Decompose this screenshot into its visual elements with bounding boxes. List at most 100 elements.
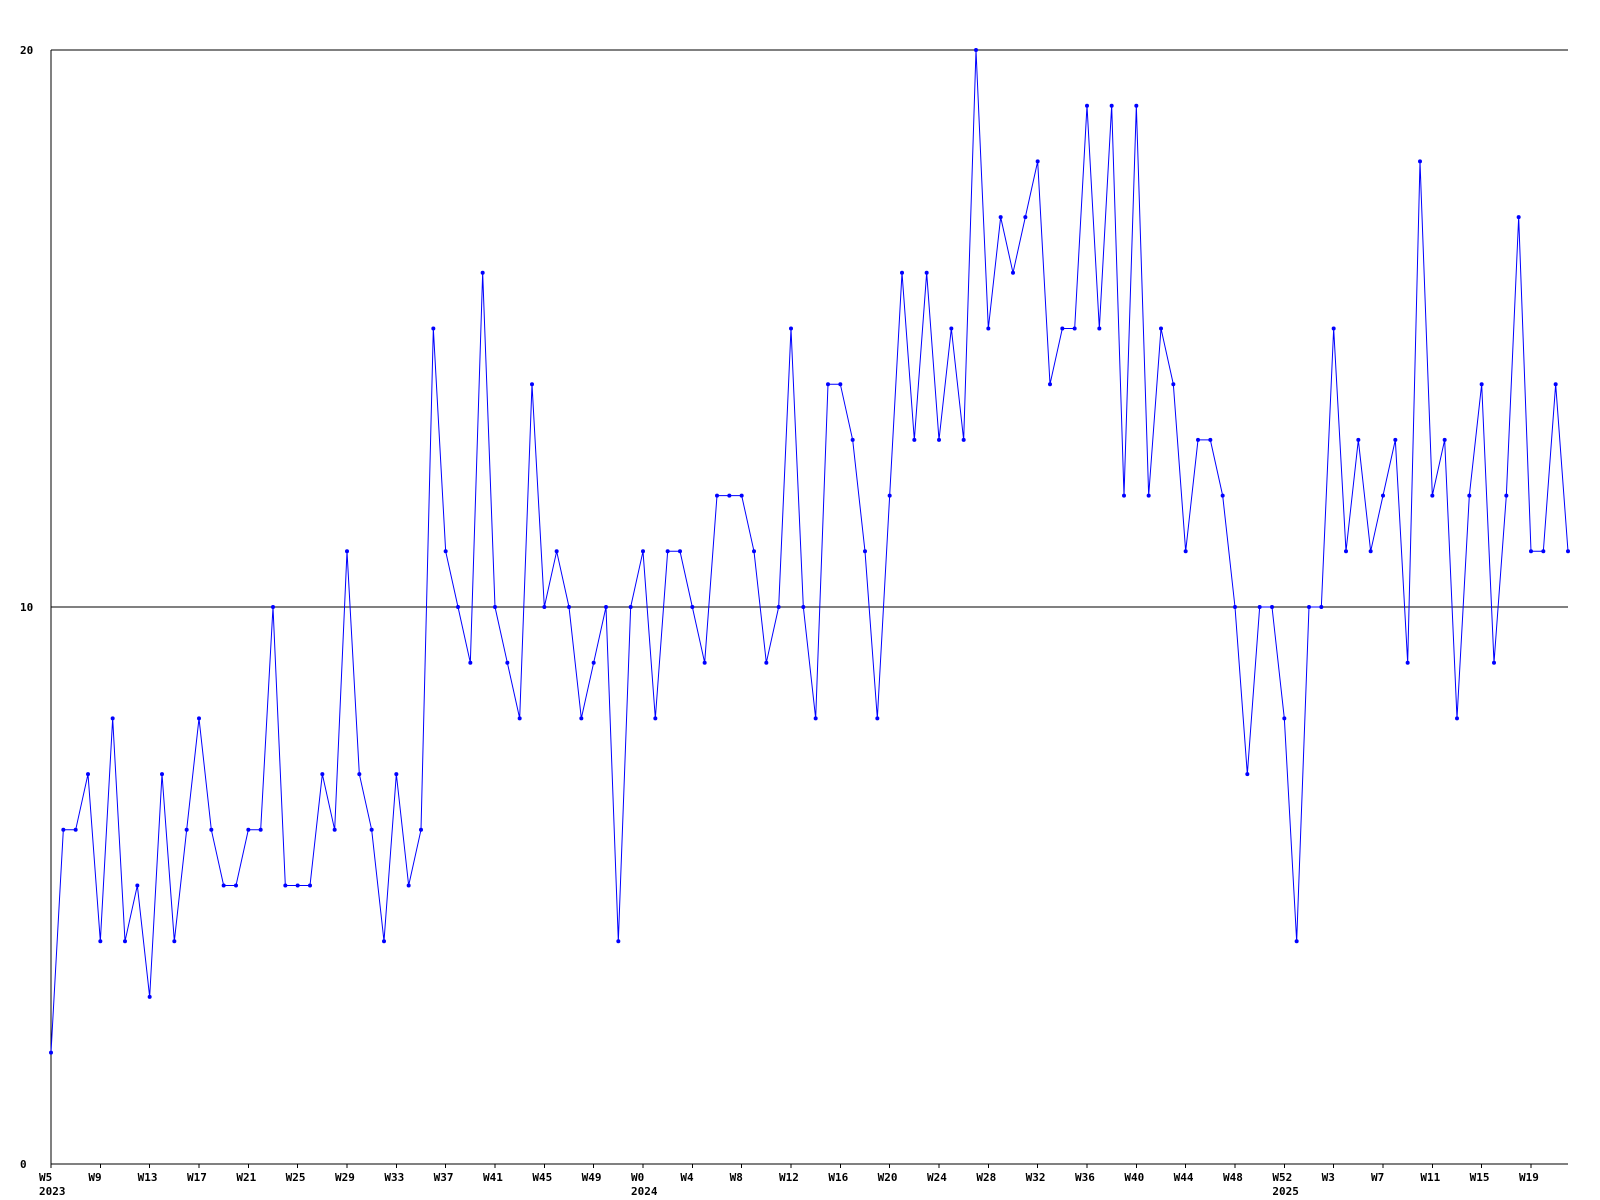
- data-point: [628, 605, 633, 609]
- data-point: [1492, 660, 1496, 665]
- data-point: [1171, 382, 1176, 387]
- x-tick-label: W12: [779, 1171, 799, 1184]
- data-point: [1134, 103, 1139, 108]
- data-point: [184, 827, 189, 832]
- data-point: [86, 772, 90, 777]
- data-point: [1085, 103, 1089, 108]
- data-point: [320, 772, 325, 777]
- data-point: [678, 549, 682, 554]
- data-point: [616, 939, 621, 944]
- data-point: [924, 270, 929, 275]
- data-point: [1356, 437, 1361, 442]
- data-point: [1405, 660, 1410, 665]
- data-point: [517, 716, 522, 721]
- y-tick-label: 10: [20, 601, 33, 614]
- data-point: [986, 326, 991, 331]
- data-point: [209, 827, 214, 832]
- x-tick-label: W40: [1124, 1171, 1144, 1184]
- data-point: [431, 326, 436, 331]
- x-tick-label: W17: [187, 1171, 207, 1184]
- x-tick-label: W29: [335, 1171, 355, 1184]
- data-point: [702, 660, 707, 665]
- data-point: [197, 716, 201, 721]
- data-point: [665, 549, 670, 554]
- x-tick-label: W9: [88, 1171, 101, 1184]
- data-point: [641, 549, 645, 554]
- x-tick-label: W37: [434, 1171, 454, 1184]
- data-point: [110, 716, 115, 721]
- data-point: [61, 827, 66, 832]
- data-point: [221, 883, 226, 888]
- data-point: [789, 326, 793, 331]
- data-point: [974, 48, 978, 52]
- data-point: [1479, 382, 1484, 387]
- horizontal-gridlines: [51, 49, 1568, 608]
- x-tick-label: W7: [1371, 1171, 1384, 1184]
- data-point: [1467, 493, 1472, 498]
- x-tick-label: W19: [1519, 1171, 1539, 1184]
- data-point: [443, 549, 448, 554]
- data-point: [715, 493, 719, 498]
- x-tick-label: W33: [384, 1171, 404, 1184]
- data-point: [357, 772, 362, 777]
- x-tick-label: W52: [1272, 1171, 1292, 1184]
- data-point: [739, 493, 744, 498]
- data-point: [1344, 549, 1348, 554]
- data-point: [406, 883, 411, 888]
- data-point: [382, 939, 386, 944]
- data-point: [234, 883, 238, 888]
- x-tick-labels: W5 W9 W13 W17 W21 W25 W29 W33 W37 W41 W45 W49 W0 W4 W8…: [39, 1171, 1539, 1184]
- data-point: [98, 939, 103, 944]
- data-point: [394, 772, 399, 777]
- series-points: [49, 48, 1570, 1055]
- data-point: [604, 605, 608, 609]
- year-labels: 2023 2024 2025: [39, 1185, 1299, 1198]
- x-tick-label: W24: [927, 1171, 947, 1184]
- data-point: [900, 270, 904, 275]
- data-point: [1294, 939, 1299, 944]
- x-tick-label: W48: [1223, 1171, 1243, 1184]
- x-tick-label: W20: [878, 1171, 898, 1184]
- data-point: [1011, 270, 1015, 275]
- year-label: 2025: [1272, 1185, 1299, 1198]
- data-point: [1183, 549, 1188, 554]
- data-point: [567, 605, 571, 609]
- data-point: [456, 605, 460, 609]
- x-tick-label: W45: [532, 1171, 552, 1184]
- data-point: [998, 215, 1003, 220]
- data-point: [764, 660, 769, 665]
- data-point: [1541, 549, 1546, 554]
- data-point: [554, 549, 559, 554]
- data-point: [1257, 605, 1262, 609]
- data-point: [1245, 772, 1250, 777]
- data-point: [49, 1050, 53, 1055]
- x-tick-label: W8: [730, 1171, 743, 1184]
- data-point: [591, 660, 596, 665]
- year-label: 2023: [39, 1185, 66, 1198]
- data-point: [850, 437, 855, 442]
- x-tick-label: W3: [1322, 1171, 1335, 1184]
- data-point: [308, 883, 312, 888]
- data-point: [875, 716, 880, 721]
- data-point: [1220, 493, 1225, 498]
- data-point: [1368, 549, 1373, 554]
- x-tick-label: W21: [236, 1171, 256, 1184]
- data-point: [1504, 493, 1509, 498]
- data-point: [1048, 382, 1052, 387]
- data-point: [690, 605, 695, 609]
- data-point: [801, 605, 806, 609]
- x-tick-label: W0: [631, 1171, 644, 1184]
- data-point: [369, 827, 374, 832]
- data-point: [961, 437, 966, 442]
- x-tick-label: W41: [483, 1171, 503, 1184]
- data-point: [1553, 382, 1558, 387]
- data-point: [912, 437, 917, 442]
- data-point: [147, 994, 152, 999]
- data-point: [1430, 493, 1435, 498]
- chart-axes: [50, 50, 1568, 1168]
- data-point: [1122, 493, 1126, 498]
- data-point: [579, 716, 584, 721]
- data-point: [1023, 215, 1028, 220]
- data-point: [1566, 549, 1570, 554]
